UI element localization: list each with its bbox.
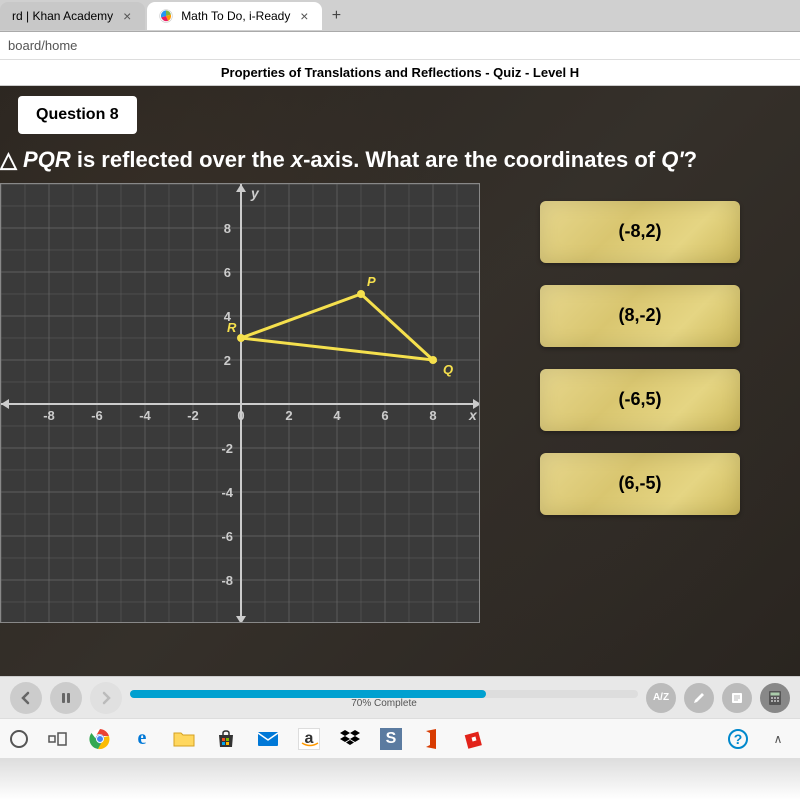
tab-iready[interactable]: Math To Do, i-Ready × [147, 2, 322, 30]
dropbox-icon[interactable] [338, 727, 362, 751]
quiz-content: Question 8 △ PQR is reflected over the x… [0, 86, 800, 676]
answer-option-d[interactable]: (6,-5) [540, 453, 740, 515]
svg-text:6: 6 [381, 408, 388, 423]
quiz-bottom-bar: 70% Complete A/Z [0, 676, 800, 718]
edge-icon[interactable]: e [130, 727, 154, 751]
pause-icon [60, 692, 72, 704]
back-button[interactable] [10, 682, 42, 714]
svg-text:-4: -4 [221, 485, 233, 500]
svg-text:-2: -2 [187, 408, 199, 423]
svg-text:y: y [250, 185, 260, 201]
tray-chevron-icon[interactable]: ∧ [766, 727, 790, 751]
notes-icon [730, 691, 744, 705]
url-bar[interactable]: board/home [0, 32, 800, 60]
help-icon[interactable]: ? [728, 729, 748, 749]
answer-option-c[interactable]: (-6,5) [540, 369, 740, 431]
answer-option-b[interactable]: (8,-2) [540, 285, 740, 347]
svg-text:P: P [367, 274, 376, 289]
forward-button [90, 682, 122, 714]
language-button[interactable]: A/Z [646, 683, 676, 713]
answer-choices: (-8,2) (8,-2) (-6,5) (6,-5) [500, 183, 752, 628]
svg-text:0: 0 [237, 408, 244, 423]
quiz-title-bar: Properties of Translations and Reflectio… [0, 60, 800, 86]
svg-text:-6: -6 [91, 408, 103, 423]
office-icon[interactable] [420, 727, 444, 751]
close-icon[interactable]: × [121, 10, 133, 22]
chrome-icon[interactable] [88, 727, 112, 751]
svg-text:8: 8 [224, 221, 231, 236]
svg-text:-8: -8 [43, 408, 55, 423]
pencil-button[interactable] [684, 683, 714, 713]
notes-button[interactable] [722, 683, 752, 713]
svg-text:Q: Q [443, 362, 453, 377]
windows-taskbar: e a S ? ∧ [0, 718, 800, 758]
answer-option-a[interactable]: (-8,2) [540, 201, 740, 263]
amazon-icon[interactable]: a [298, 728, 320, 750]
svg-text:-6: -6 [221, 529, 233, 544]
graph-svg: -8-6-4-2024682468-2-4-6-8yxPQR [0, 183, 480, 623]
svg-text:8: 8 [429, 408, 436, 423]
svg-text:4: 4 [333, 408, 341, 423]
quiz-title: Properties of Translations and Reflectio… [221, 65, 579, 80]
arrow-right-icon [99, 691, 113, 705]
svg-text:R: R [227, 320, 237, 335]
arrow-left-icon [19, 691, 33, 705]
tab-khan-academy[interactable]: rd | Khan Academy × [0, 2, 145, 30]
roblox-icon[interactable] [462, 727, 486, 751]
tab-title: Math To Do, i-Ready [181, 9, 290, 23]
calculator-button[interactable] [760, 683, 790, 713]
progress-label: 70% Complete [351, 698, 417, 709]
mail-icon[interactable] [256, 727, 280, 751]
svg-text:6: 6 [224, 265, 231, 280]
question-text: △ PQR is reflected over the x-axis. What… [0, 134, 800, 183]
svg-text:x: x [468, 407, 478, 423]
photo-bottom-edge [0, 758, 800, 800]
url-text: board/home [8, 38, 77, 53]
file-explorer-icon[interactable] [172, 727, 196, 751]
coordinate-graph: -8-6-4-2024682468-2-4-6-8yxPQR [0, 183, 480, 628]
iready-icon [159, 9, 173, 23]
tab-title: rd | Khan Academy [12, 9, 113, 23]
question-number-tab: Question 8 [18, 96, 137, 134]
task-view-icon[interactable] [46, 727, 70, 751]
calculator-icon [767, 690, 783, 706]
svg-text:-2: -2 [221, 441, 233, 456]
language-icon: A/Z [653, 692, 669, 703]
svg-text:-8: -8 [221, 573, 233, 588]
app-s-icon[interactable]: S [380, 728, 402, 750]
new-tab-button[interactable]: + [324, 4, 348, 28]
pencil-icon [692, 691, 706, 705]
microsoft-store-icon[interactable] [214, 727, 238, 751]
svg-text:2: 2 [285, 408, 292, 423]
browser-tabs-bar: rd | Khan Academy × Math To Do, i-Ready … [0, 0, 800, 32]
svg-text:2: 2 [224, 353, 231, 368]
progress-bar: 70% Complete [130, 688, 638, 708]
pause-button[interactable] [50, 682, 82, 714]
svg-text:-4: -4 [139, 408, 151, 423]
cortana-icon[interactable] [10, 730, 28, 748]
close-icon[interactable]: × [298, 10, 310, 22]
